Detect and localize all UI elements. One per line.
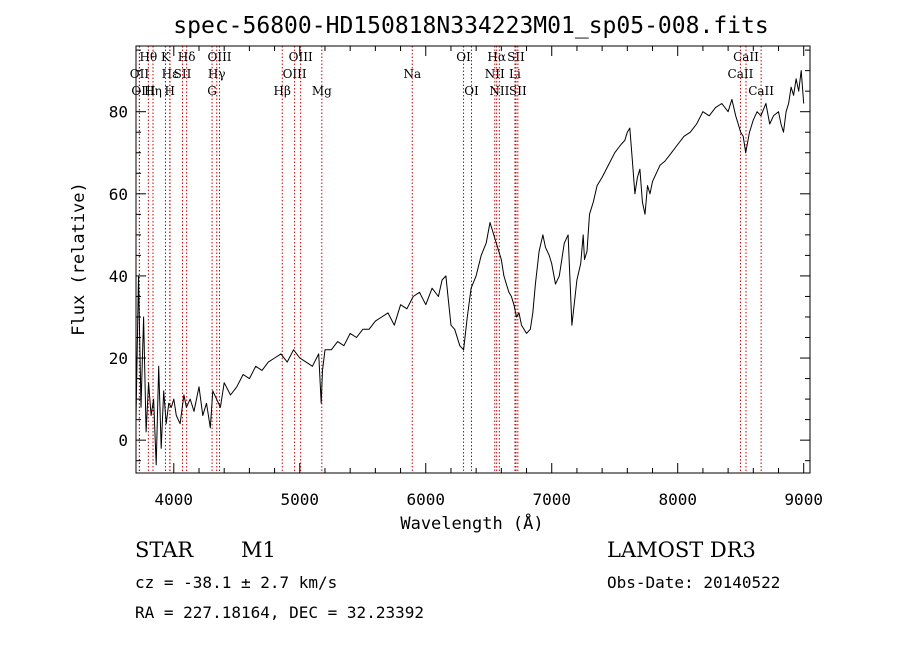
line-marker-label: NII bbox=[485, 67, 505, 81]
line-marker-label: Mg bbox=[312, 84, 332, 98]
line-marker-label: CaII bbox=[728, 67, 754, 81]
line-marker-label: G bbox=[207, 84, 217, 98]
spectrum-line bbox=[135, 70, 805, 466]
x-tick-label: 7000 bbox=[532, 490, 571, 509]
plot-area bbox=[135, 70, 805, 466]
line-marker-label: NII bbox=[489, 84, 509, 98]
line-marker-label: Na bbox=[403, 67, 421, 81]
line-marker-label: OI bbox=[456, 50, 471, 64]
x-axis-label: Wavelength (Å) bbox=[400, 512, 543, 534]
x-tick-label: 6000 bbox=[406, 490, 445, 509]
y-axis-label: Flux (relative) bbox=[69, 182, 89, 336]
line-marker-label: Hδ bbox=[178, 50, 196, 64]
line-marker-label: SII bbox=[509, 84, 527, 98]
chart-title: spec-56800-HD150818N334223M01_sp05-008.f… bbox=[173, 13, 768, 39]
line-marker-label: CaII bbox=[733, 50, 759, 64]
survey-name: LAMOST DR3 bbox=[607, 538, 756, 562]
x-tick-label: 5000 bbox=[281, 490, 320, 509]
line-marker-label: Hβ bbox=[274, 84, 291, 98]
observation-date: Obs-Date: 20140522 bbox=[607, 573, 781, 592]
line-marker-label: H bbox=[165, 84, 175, 98]
line-marker-label: Hη bbox=[144, 84, 162, 98]
line-marker-label: Hα bbox=[487, 50, 506, 64]
line-marker-label: OIII bbox=[131, 84, 155, 98]
y-tick-label: 80 bbox=[109, 103, 128, 122]
coordinates: RA = 227.18164, DEC = 32.23392 bbox=[135, 603, 424, 622]
line-marker-label: Li bbox=[509, 67, 521, 81]
y-tick-label: 60 bbox=[109, 185, 128, 204]
line-marker-label: SII bbox=[507, 50, 525, 64]
line-marker-label: OIII bbox=[207, 50, 231, 64]
line-marker-label: SII bbox=[174, 67, 192, 81]
y-tick-label: 0 bbox=[118, 431, 128, 450]
line-marker-label: OIII bbox=[283, 67, 307, 81]
line-marker-label: OI bbox=[464, 84, 479, 98]
line-marker-label: Hγ bbox=[208, 67, 226, 81]
object-class: STAR bbox=[135, 538, 194, 562]
line-marker-label: CaII bbox=[748, 84, 774, 98]
y-tick-label: 20 bbox=[109, 349, 128, 368]
x-tick-label: 9000 bbox=[784, 490, 823, 509]
line-marker-label: K bbox=[161, 50, 171, 64]
redshift-velocity: cz = -38.1 ± 2.7 km/s bbox=[135, 573, 338, 592]
x-tick-label: 4000 bbox=[155, 490, 194, 509]
x-tick-label: 8000 bbox=[658, 490, 697, 509]
object-subclass: M1 bbox=[241, 538, 276, 562]
axis-ticks: 4000 5000 6000 7000 8000 9000 0 20 40 60 80 bbox=[109, 46, 823, 509]
line-marker-label: OIII bbox=[289, 50, 313, 64]
line-marker-label: Hθ bbox=[139, 50, 157, 64]
plot-frame bbox=[135, 45, 811, 474]
y-tick-label: 40 bbox=[109, 267, 128, 286]
